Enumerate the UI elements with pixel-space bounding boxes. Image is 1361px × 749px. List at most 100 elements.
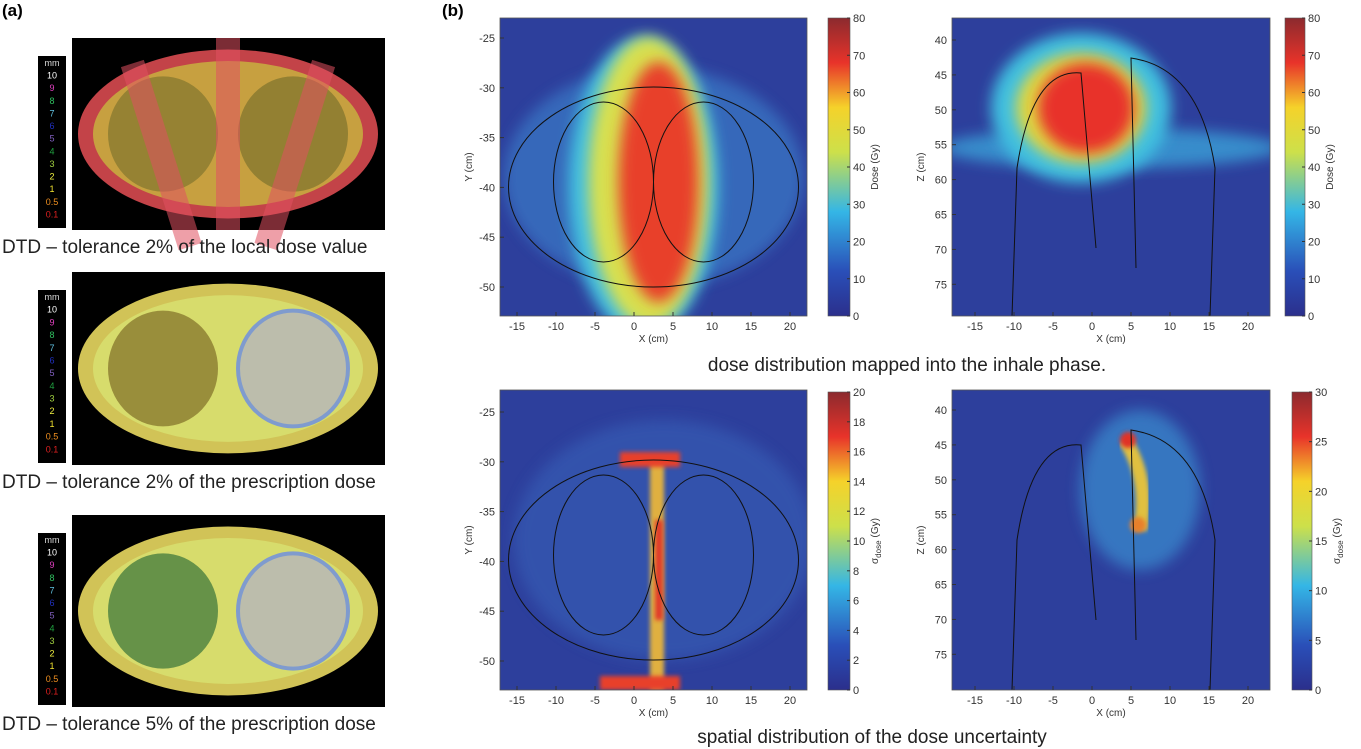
legend-label: 6 [49,355,54,365]
x-tick-label: -5 [590,321,600,333]
legend-label: 8 [49,573,54,583]
dose-map: mm109876543210.50.1 [38,515,385,707]
colorbar-tick-label: 60 [1308,88,1320,100]
panel-label: (b) [442,1,464,20]
colorbar-tick-label: 10 [853,536,865,548]
colorbar-tick-label: 2 [853,655,859,667]
y-tick-label: 45 [935,440,947,452]
colorbar [828,392,850,690]
colorbar-tick-label: 16 [853,447,865,459]
legend-label: 3 [49,394,54,404]
y-tick-label: 40 [935,35,947,47]
legend-label: 10 [47,305,57,315]
colorbar-tick-label: 40 [853,162,865,174]
y-tick-label: 60 [935,545,947,557]
legend-label: 5 [49,134,54,144]
legend-label: 7 [49,343,54,353]
legend-label: 7 [49,585,54,595]
legend-label: mm [45,535,60,545]
legend-label: mm [45,292,60,302]
x-tick-label: 10 [1164,695,1176,707]
legend-label: 6 [49,121,54,131]
colorbar-tick-label: 80 [853,13,865,25]
x-tick-label: 10 [706,695,718,707]
y-tick-label: -40 [479,182,495,194]
x-tick-label: 5 [670,321,676,333]
legend-label: 5 [49,368,54,378]
y-tick-label: -40 [479,556,495,568]
legend-label: 1 [49,184,54,194]
legend-label: 8 [49,96,54,106]
x-tick-label: -10 [1006,695,1022,707]
legend-label: 4 [49,623,54,633]
unit: (Gy) [870,518,881,537]
x-tick-label: 0 [631,695,637,707]
x-tick-label: -10 [1006,321,1022,333]
legend-label: 6 [49,598,54,608]
legend-label: 4 [49,146,54,156]
legend-label: 0.5 [46,197,59,207]
colorbar-tick-label: 10 [853,274,865,286]
legend-label: 2 [49,172,54,182]
dose-plot: -15-10-5051015204045505560657075X (cm)Z … [916,387,1345,719]
y-axis-label: Y (cm) [464,152,475,181]
legend-label: 2 [49,649,54,659]
x-tick-label: 15 [1203,321,1215,333]
colorbar-tick-label: 70 [853,50,865,62]
colorbar-tick-label: 20 [1315,486,1327,498]
legend-label: 4 [49,381,54,391]
y-tick-label: 65 [935,580,947,592]
x-tick-label: -15 [509,321,525,333]
legend-label: 8 [49,330,54,340]
colorbar-tick-label: 0 [1315,685,1321,697]
legend-label: 9 [49,83,54,93]
colorbar-tick-label: 0 [853,685,859,697]
legend-label: 0.1 [46,444,59,454]
colorbar-tick-label: 5 [1315,635,1321,647]
y-tick-label: -35 [479,133,495,145]
y-axis-label: Y (cm) [464,525,475,554]
colorbar-tick-label: 6 [853,596,859,608]
caption: DTD – tolerance 5% of the prescription d… [2,714,376,735]
x-axis-label: X (cm) [1096,334,1125,345]
legend-label: 0.1 [46,686,59,696]
y-tick-label: -25 [479,407,495,419]
x-tick-label: 10 [1164,321,1176,333]
caption: spatial distribution of the dose uncerta… [697,727,1047,748]
x-tick-label: -5 [1048,321,1058,333]
x-tick-label: -10 [548,695,564,707]
subscript: dose [874,540,883,558]
x-tick-label: -15 [509,695,525,707]
y-tick-label: 70 [935,244,947,256]
y-tick-label: -45 [479,606,495,618]
dose-region [1038,63,1134,153]
legend-label: 3 [49,636,54,646]
x-tick-label: 20 [1242,695,1254,707]
dose-map: mm109876543210.50.1 [38,272,385,465]
x-tick-label: -15 [967,695,983,707]
x-tick-label: 15 [745,695,757,707]
y-tick-label: 55 [935,510,947,522]
colorbar-tick-label: 20 [1308,237,1320,249]
figure: (a) (b) dose distribution mapped into th… [0,0,1361,749]
colorbar-tick-label: 30 [853,199,865,211]
caption: DTD – tolerance 2% of the local dose val… [2,237,367,258]
heatmap [952,390,1270,690]
x-tick-label: -5 [1048,695,1058,707]
lung [238,311,348,427]
x-tick-label: 20 [784,695,796,707]
y-tick-label: 50 [935,105,947,117]
x-axis-label: X (cm) [639,334,668,345]
legend-label: 0.1 [46,209,59,219]
x-tick-label: 5 [1128,321,1134,333]
y-tick-label: 60 [935,175,947,187]
legend-label: 5 [49,611,54,621]
dose-region [619,62,699,302]
dose-region [655,520,663,620]
colorbar-tick-label: 25 [1315,437,1327,449]
colorbar-tick-label: 80 [1308,13,1320,25]
colorbar-tick-label: 60 [853,88,865,100]
